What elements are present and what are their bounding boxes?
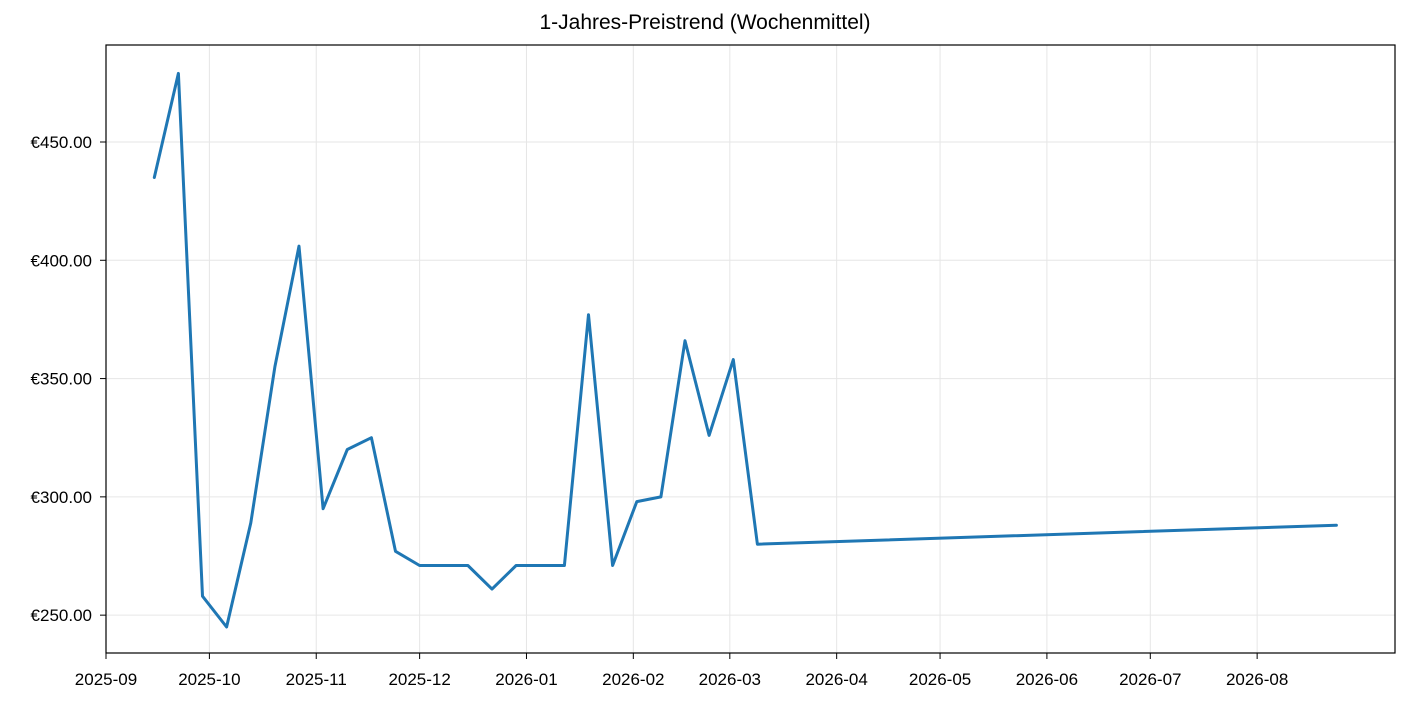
x-tick-label: 2025-12 [388, 670, 450, 689]
x-tick-label: 2026-03 [699, 670, 761, 689]
y-tick-label: €250.00 [31, 606, 92, 625]
y-tick-label: €400.00 [31, 251, 92, 270]
x-tick-label: 2025-10 [178, 670, 240, 689]
x-tick-label: 2026-07 [1119, 670, 1181, 689]
y-tick-label: €350.00 [31, 370, 92, 389]
x-tick-label: 2025-11 [286, 670, 347, 689]
y-tick-label: €450.00 [31, 133, 92, 152]
x-tick-label: 2026-01 [495, 670, 557, 689]
x-tick-label: 2026-02 [602, 670, 664, 689]
x-tick-label: 2026-04 [805, 670, 867, 689]
x-tick-label: 2026-08 [1226, 670, 1288, 689]
series-line [152, 71, 1338, 629]
chart-title: 1-Jahres-Preistrend (Wochenmittel) [539, 11, 871, 34]
plot-frame [105, 44, 1396, 654]
x-tick-label: 2025-09 [75, 670, 137, 689]
y-tick-label: €300.00 [31, 488, 92, 507]
x-tick-label: 2026-06 [1016, 670, 1078, 689]
x-tick-label: 2026-05 [909, 670, 971, 689]
